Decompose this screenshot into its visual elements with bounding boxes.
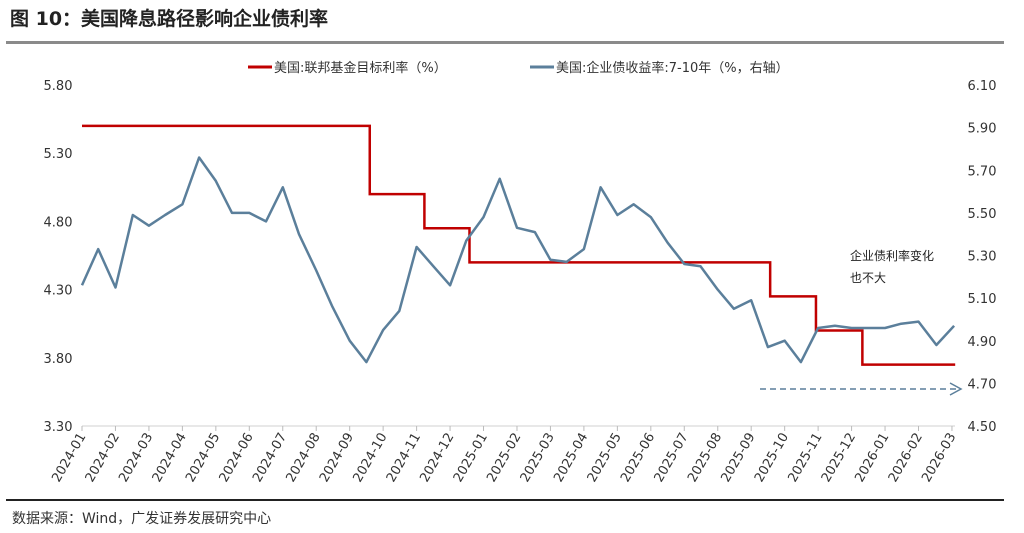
right-axis-labels: 6.10 5.90 5.70 5.50 5.30 5.10 4.90 4.70 4.50 [968, 79, 997, 435]
right-axis-tick-label: 6.10 [968, 79, 997, 94]
legend: 美国:联邦基金目标利率（%） 美国:企业债收益率:7-10年（%，右轴） [248, 60, 789, 76]
right-axis-tick-label: 5.10 [968, 292, 997, 307]
left-axis-tick-label: 5.80 [44, 79, 73, 94]
source-note: 数据来源：Wind，广发证券发展研究中心 [12, 511, 272, 527]
left-axis-tick-label: 4.80 [44, 215, 73, 230]
annotation-line-2: 也不大 [850, 271, 886, 285]
right-axis-tick-label: 4.90 [968, 335, 997, 350]
x-axis: 2024-012024-022024-032024-042024-052024-… [49, 425, 959, 485]
figure-title: 图 10：美国降息路径影响企业债利率 [10, 8, 329, 30]
left-axis-tick-label: 3.80 [44, 352, 73, 367]
left-axis-tick-label: 4.30 [44, 284, 73, 299]
right-axis-tick-label: 4.50 [968, 420, 997, 435]
right-axis-tick-label: 5.70 [968, 164, 997, 179]
right-axis-tick-label: 5.30 [968, 250, 997, 265]
left-axis-tick-label: 5.30 [44, 147, 73, 162]
left-axis-labels: 5.80 5.30 4.80 4.30 3.80 3.30 [44, 79, 73, 435]
left-axis-tick-label: 3.30 [44, 420, 73, 435]
arrow-head-icon [949, 382, 963, 396]
top-divider [6, 41, 1004, 44]
plot-area [80, 124, 956, 366]
line-chart: 美国:联邦基金目标利率（%） 美国:企业债收益率:7-10年（%，右轴） 5.8… [44, 60, 997, 485]
annotation: 企业债利率变化 也不大 [760, 248, 963, 396]
legend-label-fed-rate: 美国:联邦基金目标利率（%） [274, 60, 447, 76]
series-line-fed-funds-rate [82, 124, 956, 366]
legend-label-corp-yield: 美国:企业债收益率:7-10年（%，右轴） [556, 60, 789, 76]
right-axis-tick-label: 5.90 [968, 122, 997, 137]
bottom-divider [6, 499, 1004, 501]
annotation-line-1: 企业债利率变化 [850, 248, 934, 263]
right-axis-tick-label: 5.50 [968, 207, 997, 222]
right-axis-tick-label: 4.70 [968, 377, 997, 392]
